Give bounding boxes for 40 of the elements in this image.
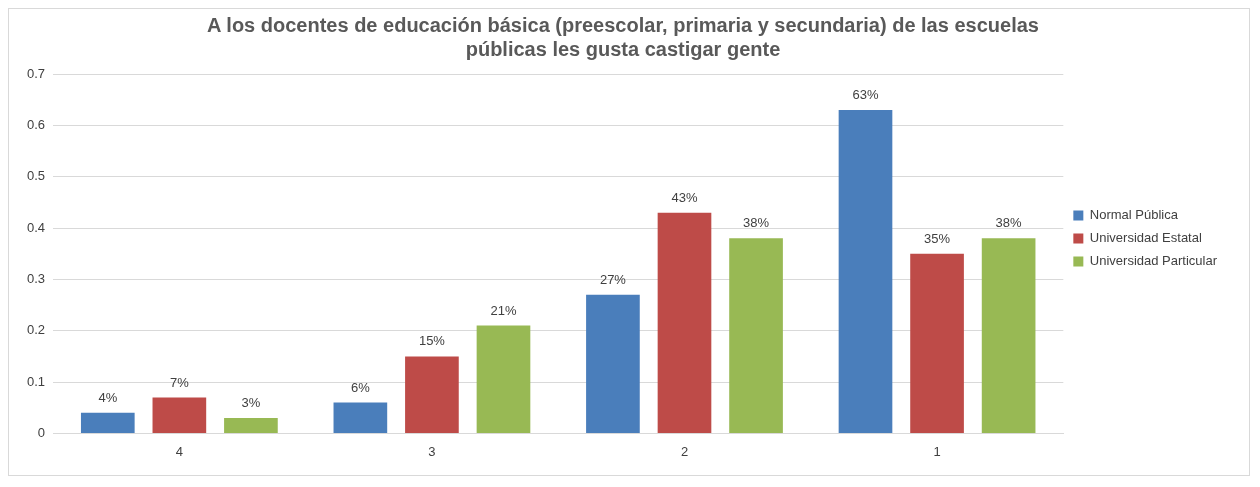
bar [657, 212, 712, 433]
bar [729, 238, 783, 433]
y-tick-label: 0.5 [26, 168, 46, 184]
bar [981, 238, 1036, 433]
data-label: 43% [671, 189, 698, 205]
chart-title: A los docentes de educación básica (preescolar, primaria y secundaria) de las escuelas públicas les gusta castigar gente [207, 13, 1039, 60]
data-label: 38% [743, 215, 770, 231]
x-tick-label: 2 [680, 443, 689, 459]
bar [586, 294, 640, 433]
y-tick-label: 0.3 [26, 270, 46, 286]
y-tick-label: 0.6 [26, 116, 46, 132]
bar [910, 253, 964, 433]
data-label: 15% [418, 333, 446, 349]
bar [405, 356, 459, 433]
y-tick-label: 0.7 [26, 65, 46, 81]
y-tick-label: 0.1 [26, 373, 46, 389]
y-tick-label: 0.4 [26, 219, 46, 235]
bar [224, 418, 278, 433]
y-tick-label: 0.2 [26, 322, 46, 338]
bar [476, 325, 531, 433]
legend-label: Normal Pública [1089, 207, 1179, 223]
y-tick-label: 0 [37, 424, 46, 440]
x-tick-label: 1 [933, 443, 941, 459]
data-label: 4% [98, 389, 118, 405]
data-label: 38% [995, 215, 1023, 231]
data-label: 3% [241, 395, 261, 411]
data-label: 7% [169, 374, 190, 390]
bar [152, 397, 207, 433]
x-tick-label: 3 [428, 443, 436, 459]
legend-label: Universidad Particular [1089, 253, 1218, 269]
bar [838, 109, 893, 433]
bar [333, 402, 388, 433]
legend-label: Universidad Estatal [1089, 230, 1202, 246]
data-label: 63% [852, 87, 879, 103]
data-label: 21% [490, 302, 517, 318]
data-label: 27% [599, 271, 627, 287]
data-label: 6% [350, 379, 371, 395]
bar [80, 412, 135, 433]
x-tick-label: 4 [175, 443, 183, 459]
data-label: 35% [924, 230, 951, 246]
